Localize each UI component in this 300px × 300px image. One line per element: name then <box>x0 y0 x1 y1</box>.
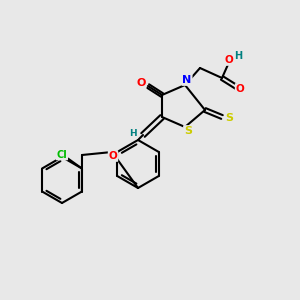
Text: H: H <box>234 51 242 61</box>
Text: N: N <box>182 75 192 85</box>
Text: O: O <box>236 84 244 94</box>
Text: S: S <box>225 113 233 123</box>
Text: O: O <box>225 55 233 65</box>
Text: O: O <box>136 78 146 88</box>
Text: H: H <box>129 130 137 139</box>
Text: Cl: Cl <box>56 149 67 160</box>
Text: O: O <box>109 151 117 161</box>
Text: S: S <box>184 126 192 136</box>
